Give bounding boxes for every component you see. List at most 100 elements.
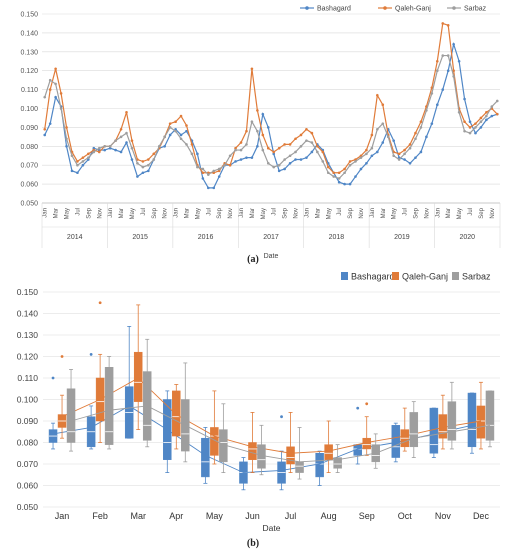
data-point-qaleh-ganj xyxy=(474,122,477,125)
data-point-bashagard xyxy=(299,158,303,161)
month-tick-label: May xyxy=(261,208,267,219)
box-qaleh-ganj xyxy=(210,427,219,456)
x-tick-label: Jun xyxy=(245,511,260,521)
data-point-sarbaz xyxy=(48,78,52,82)
x-tick-label: Feb xyxy=(92,511,108,521)
y-tick-label: 0.150 xyxy=(20,12,38,19)
data-point-sarbaz xyxy=(354,160,357,163)
data-point-qaleh-ganj xyxy=(365,148,368,152)
data-point-bashagard xyxy=(288,162,292,165)
data-point-sarbaz xyxy=(283,158,286,161)
data-point-sarbaz xyxy=(348,163,352,167)
legend-label-sarbaz: Sarbaz xyxy=(464,6,487,13)
data-point-bashagard xyxy=(54,95,57,99)
box-qaleh-ganj xyxy=(133,351,143,402)
legend-marker-bashagard xyxy=(305,6,309,10)
data-point-qaleh-ganj xyxy=(479,116,483,120)
data-point-bashagard xyxy=(435,103,439,107)
mean-line-sarbaz xyxy=(70,405,491,463)
data-point-qaleh-ganj xyxy=(81,156,85,159)
data-point-bashagard xyxy=(65,145,68,148)
box-chart-panel-b: 0.050 0.060 0.070 0.080 0.090 0.100 0.110 0.120… xyxy=(17,272,500,533)
data-point-sarbaz xyxy=(370,146,374,150)
legend-swatch-sarbaz xyxy=(452,272,459,280)
month-tick-label: Jul xyxy=(272,208,278,216)
data-point-sarbaz xyxy=(321,160,325,163)
data-point-qaleh-ganj xyxy=(376,93,379,97)
y-tick-label: 0.060 xyxy=(17,481,39,491)
data-point-bashagard xyxy=(250,156,254,159)
data-point-sarbaz xyxy=(316,150,319,154)
year-label: 2018 xyxy=(329,234,345,241)
data-point-bashagard xyxy=(141,171,145,175)
outlier-point-bashagard xyxy=(356,406,360,410)
data-point-sarbaz xyxy=(92,150,96,154)
data-point-qaleh-ganj xyxy=(130,139,134,142)
data-point-sarbaz xyxy=(359,156,363,159)
y-tick-label: 0.050 xyxy=(20,201,38,208)
month-tick-label: Sep xyxy=(348,207,354,218)
month-tick-label: Sep xyxy=(283,207,289,218)
legend-label-qaleh-ganj: Qaleh-Ganj xyxy=(395,6,431,13)
data-point-sarbaz xyxy=(70,154,74,158)
x-tick-label: Nov xyxy=(435,511,452,521)
x-tick-label: Mar xyxy=(130,511,146,521)
data-point-bashagard xyxy=(92,146,96,150)
outlier-point-qaleh-ganj xyxy=(98,301,102,305)
year-label: 2014 xyxy=(67,234,83,241)
data-point-qaleh-ganj xyxy=(261,133,265,137)
data-point-bashagard xyxy=(479,126,483,129)
y-tick-label: 0.050 xyxy=(17,502,39,512)
data-point-sarbaz xyxy=(136,162,139,165)
box-qaleh-ganj xyxy=(248,442,257,460)
data-point-sarbaz xyxy=(179,137,183,141)
data-point-bashagard xyxy=(419,150,423,154)
data-point-sarbaz xyxy=(435,69,439,72)
data-point-sarbaz xyxy=(212,169,216,173)
series-line-sarbaz xyxy=(44,54,498,180)
data-point-bashagard xyxy=(103,148,107,152)
data-point-qaleh-ganj xyxy=(185,124,188,127)
month-tick-label: Mar xyxy=(446,208,452,218)
data-point-sarbaz xyxy=(108,145,112,148)
data-point-qaleh-ganj xyxy=(419,120,423,124)
box-qaleh-ganj xyxy=(286,446,295,465)
data-point-sarbaz xyxy=(365,152,368,156)
data-point-bashagard xyxy=(185,129,188,133)
month-tick-label: Nov xyxy=(228,208,234,219)
data-point-sarbaz xyxy=(185,143,188,146)
series-line-bashagard xyxy=(44,41,498,189)
data-point-bashagard xyxy=(261,112,265,116)
data-point-bashagard xyxy=(76,171,79,175)
x-tick-label: Aug xyxy=(321,511,337,521)
data-point-qaleh-ganj xyxy=(174,120,177,124)
month-tick-label: Sep xyxy=(413,207,419,218)
month-tick-label: Jan xyxy=(435,208,441,218)
y-tick-label: 0.130 xyxy=(20,49,38,56)
data-point-qaleh-ganj xyxy=(97,150,101,154)
data-point-sarbaz xyxy=(408,146,412,150)
data-point-qaleh-ganj xyxy=(337,171,341,175)
data-point-sarbaz xyxy=(452,75,455,78)
data-point-bashagard xyxy=(305,156,308,159)
data-point-sarbaz xyxy=(201,167,205,171)
y-tick-label: 0.080 xyxy=(17,438,39,448)
box-sarbaz xyxy=(295,461,304,473)
data-point-bashagard xyxy=(310,150,314,154)
data-point-sarbaz xyxy=(245,143,248,146)
data-point-qaleh-ganj xyxy=(179,114,183,118)
data-point-qaleh-ganj xyxy=(299,133,303,137)
data-point-qaleh-ganj xyxy=(370,133,374,137)
box-sarbaz xyxy=(257,444,266,469)
month-tick-label: Jan xyxy=(304,208,310,218)
data-point-sarbaz xyxy=(59,107,63,110)
x-tick-label: Dec xyxy=(473,511,490,521)
data-point-qaleh-ganj xyxy=(326,165,330,169)
outlier-point-bashagard xyxy=(280,415,283,419)
data-point-qaleh-ganj xyxy=(245,129,248,133)
data-point-bashagard xyxy=(277,169,281,173)
data-point-qaleh-ganj xyxy=(316,145,319,148)
year-label: 2019 xyxy=(394,234,410,241)
data-point-sarbaz xyxy=(266,162,270,165)
data-point-bashagard xyxy=(354,175,357,178)
